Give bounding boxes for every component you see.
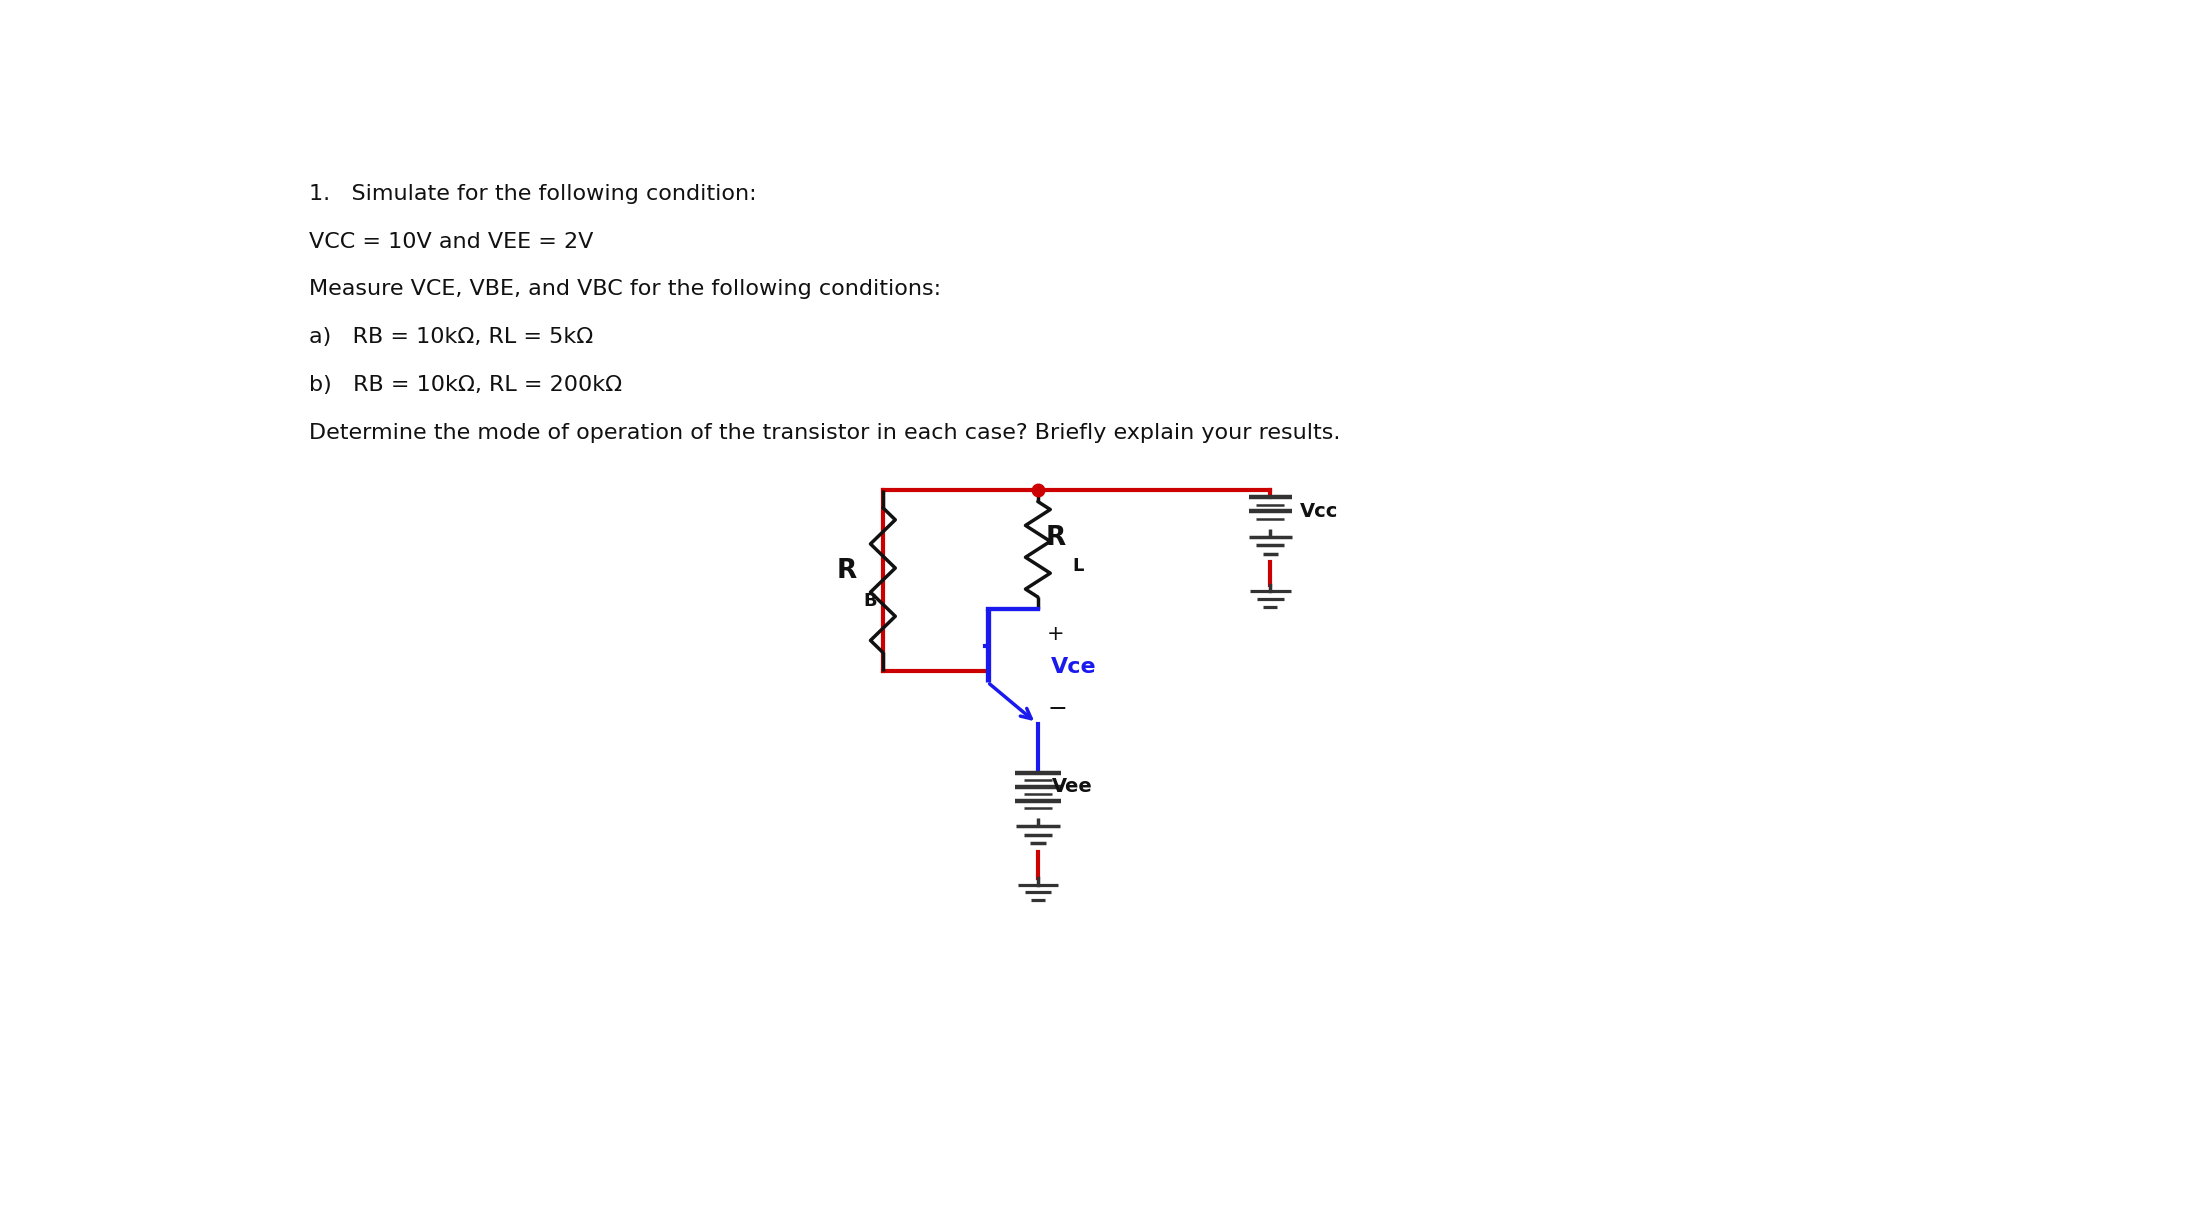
- Text: Vee: Vee: [1052, 777, 1094, 796]
- Text: Vce: Vce: [1052, 657, 1096, 676]
- Text: L: L: [1072, 558, 1083, 574]
- Text: −: −: [1047, 697, 1067, 721]
- Text: B: B: [863, 593, 876, 611]
- Text: +: +: [1047, 624, 1065, 645]
- Text: 1.   Simulate for the following condition:: 1. Simulate for the following condition:: [310, 184, 758, 204]
- Text: R: R: [1045, 525, 1065, 550]
- Text: Vcc: Vcc: [1300, 502, 1337, 521]
- Text: b)   RB = 10kΩ, RL = 200kΩ: b) RB = 10kΩ, RL = 200kΩ: [310, 375, 621, 395]
- Text: VCC = 10V and VEE = 2V: VCC = 10V and VEE = 2V: [310, 231, 593, 252]
- Text: Measure VCE, VBE, and VBC for the following conditions:: Measure VCE, VBE, and VBC for the follow…: [310, 280, 942, 299]
- Text: R: R: [837, 558, 856, 584]
- Text: Determine the mode of operation of the transistor in each case? Briefly explain : Determine the mode of operation of the t…: [310, 423, 1342, 442]
- Text: a)   RB = 10kΩ, RL = 5kΩ: a) RB = 10kΩ, RL = 5kΩ: [310, 327, 593, 347]
